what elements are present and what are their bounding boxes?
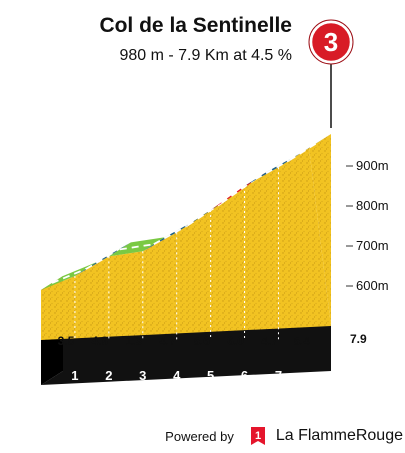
y-tick-label-1: 700m (356, 238, 389, 253)
segment-centerline-8 (288, 140, 321, 161)
category-marker: 3 (308, 19, 354, 128)
segment-centerline-4 (153, 224, 189, 245)
profile-fill-end (309, 134, 331, 326)
climb-subtitle: 980 m - 7.9 Km at 4.5 % (119, 47, 292, 64)
profile-base-side (41, 326, 63, 385)
brand-name: La FlammeRouge (275, 427, 403, 444)
end-distance-label: 7.9 (350, 332, 367, 346)
km-label-5: 5 (207, 368, 214, 383)
segment-centerline-1 (51, 268, 87, 284)
km-label-7: 7 (275, 368, 282, 383)
gradient-label-8: 5.4 (293, 334, 310, 348)
gradient-label-2: 4.9 (92, 334, 109, 348)
flamme-rouge-logo-icon: 1 (250, 427, 265, 445)
km-label-6: 6 (241, 368, 248, 383)
climb-title: Col de la Sentinelle (99, 14, 292, 37)
svg-text:1: 1 (255, 430, 261, 442)
km-label-4: 4 (173, 368, 181, 383)
km-label-3: 3 (139, 368, 146, 383)
powered-by-label: Powered by (165, 428, 234, 444)
marker-circle (309, 20, 353, 64)
gradient-label-5: 5.6 (193, 334, 210, 348)
segment-centerline-5 (187, 202, 223, 227)
gradient-label-3: 1.3 (125, 334, 142, 348)
segment-centerline-6 (221, 178, 257, 204)
footer: Powered by 1 La FlammeRouge (0, 425, 403, 447)
profile-fill-area (41, 148, 331, 340)
gradient-label-6: 6.0 (227, 334, 244, 348)
marker-number: 3 (324, 27, 338, 57)
y-tick-label-3: 900m (356, 158, 389, 173)
gradient-label-7: 4.7 (261, 334, 278, 348)
y-tick-label-2: 800m (356, 198, 389, 213)
km-label-1: 1 (71, 368, 78, 383)
gradient-label-1: 3.5 (58, 334, 75, 348)
profile-base (41, 326, 331, 385)
marker-ring (308, 19, 354, 65)
segment-centerline-2 (85, 248, 121, 270)
y-tick-label-0: 600m (356, 278, 389, 293)
segment-centerline-3 (119, 243, 154, 251)
gradient-label-4: 4.7 (159, 334, 176, 348)
km-label-2: 2 (105, 368, 112, 383)
segment-centerline-7 (255, 159, 290, 180)
